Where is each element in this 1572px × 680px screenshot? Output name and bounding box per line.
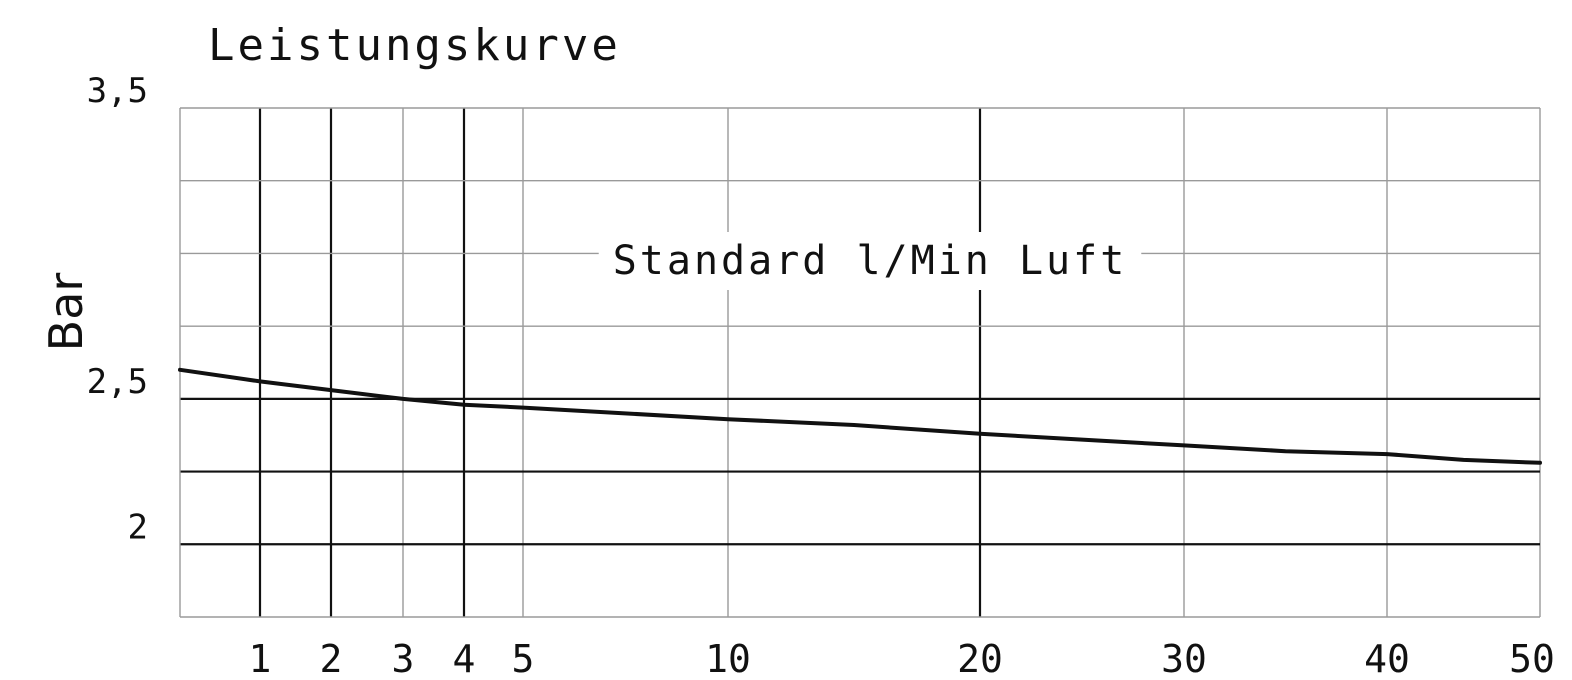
data-point [522, 406, 524, 409]
data-point [402, 398, 404, 400]
data-point [979, 433, 981, 435]
grid [179, 107, 1541, 618]
data-point [1539, 462, 1541, 464]
x-tick-label: 2 [320, 637, 343, 680]
annotation-background [598, 232, 1142, 290]
y-tick-label: 2 [128, 507, 148, 547]
data-point [1081, 438, 1083, 441]
data-point [727, 418, 729, 420]
x-tick-label: 10 [705, 637, 751, 680]
x-tick-label: 1 [249, 637, 272, 680]
x-tick-label: 30 [1161, 637, 1207, 680]
series-line [178, 367, 1542, 465]
data-point [1284, 450, 1287, 452]
chart-title: Leistungskurve [208, 20, 621, 71]
data-point [1462, 459, 1465, 461]
x-tick-label: 50 [1509, 637, 1555, 680]
x-tick-label: 3 [392, 637, 415, 680]
x-tick-label: 4 [453, 637, 476, 680]
data-point [259, 380, 261, 383]
data-point [853, 424, 855, 426]
series-group [178, 367, 1542, 465]
x-tick-labels: 1 2 3 4 5 10 20 30 40 50 [249, 637, 1555, 680]
data-point [330, 389, 332, 391]
y-tick-label: 3,5 [87, 71, 148, 111]
data-point [1183, 444, 1185, 446]
x-tick-label: 40 [1364, 637, 1410, 680]
y-tick-label: 2,5 [87, 362, 148, 402]
data-point [179, 369, 181, 371]
y-tick-labels: 2 2,5 3,5 [87, 71, 148, 547]
data-point [463, 404, 465, 406]
x-tick-label: 5 [512, 637, 535, 680]
x-tick-label: 20 [957, 637, 1003, 680]
data-point [1386, 453, 1388, 455]
chart-annotation: Standard l/Min Luft [613, 238, 1128, 284]
